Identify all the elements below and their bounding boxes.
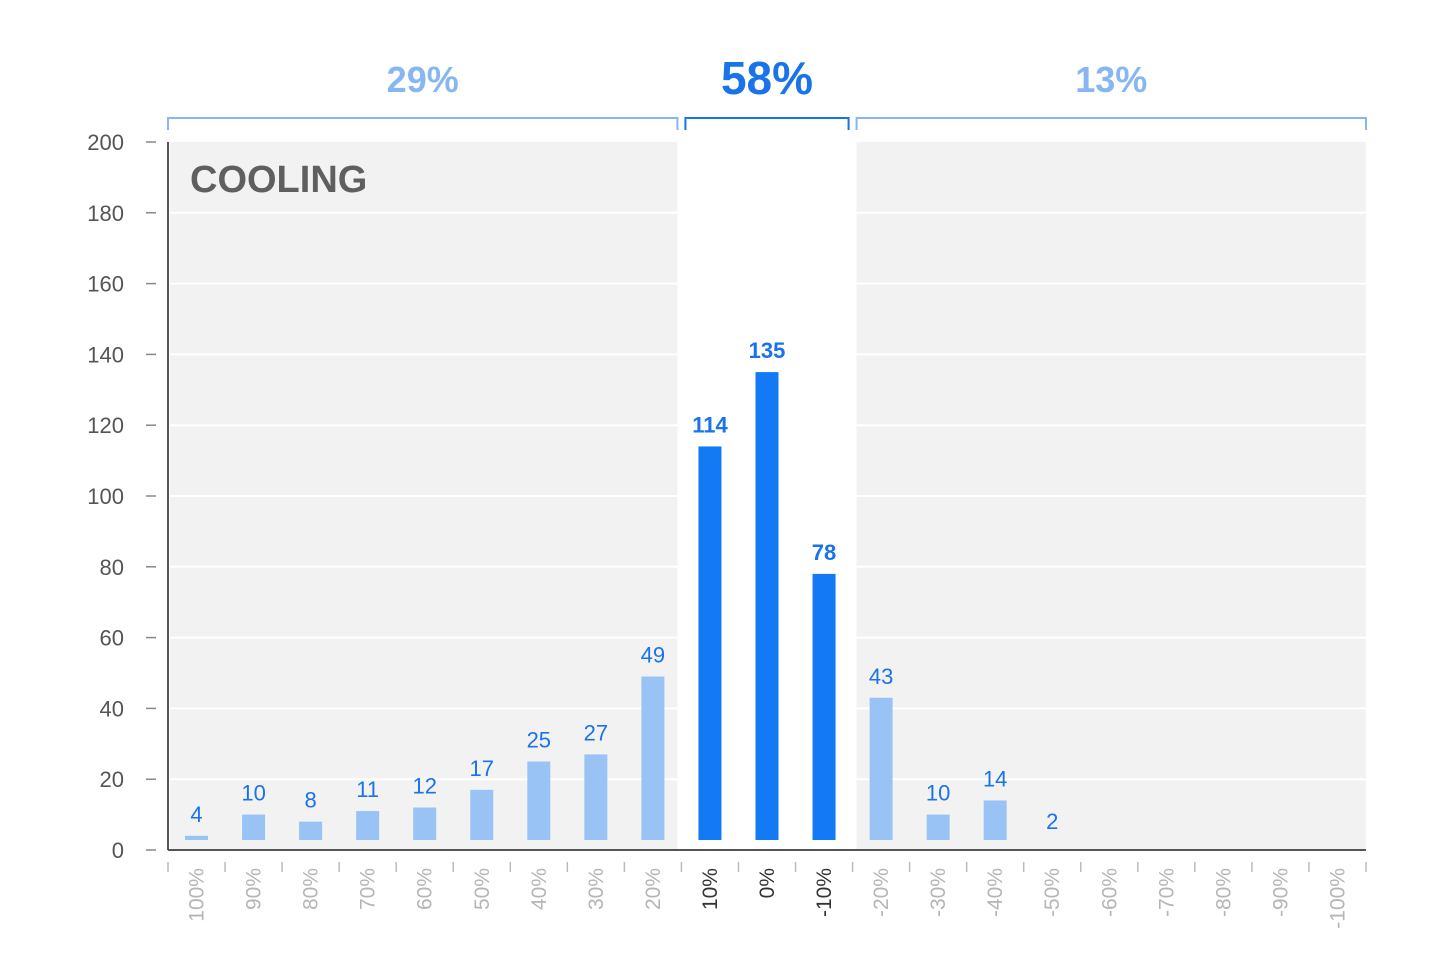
bar-value-label: 49 [641, 643, 665, 668]
x-tick-label: -30% [927, 868, 950, 917]
y-tick-label: 80 [100, 555, 124, 580]
x-tick-label: -60% [1098, 868, 1121, 917]
x-tick-label: -20% [870, 868, 893, 917]
bar [698, 446, 722, 840]
x-tick-label: 60% [414, 868, 437, 910]
group-bracket [855, 117, 1367, 130]
group-brackets [167, 117, 1367, 130]
x-tick-label: -40% [984, 868, 1007, 917]
y-tick-label: 20 [100, 767, 124, 792]
bar-value-label: 27 [584, 720, 608, 745]
bar-value-label: 8 [304, 788, 316, 813]
x-tick-label: 90% [243, 868, 266, 910]
x-tick-label: 20% [642, 868, 665, 910]
x-tick-label: -90% [1269, 868, 1292, 917]
bar-value-label: 11 [356, 777, 379, 802]
bar [185, 835, 209, 840]
bar-value-label: 2 [1046, 809, 1058, 834]
x-tick-label: -80% [1212, 868, 1235, 917]
group-share-label: 13% [1075, 59, 1147, 100]
group-share-label: 29% [387, 59, 459, 100]
group-bracket [167, 117, 679, 130]
y-tick-label: 140 [87, 342, 124, 367]
bar-value-label: 14 [983, 766, 1007, 791]
bar-value-label: 114 [692, 412, 728, 437]
bar [470, 789, 494, 840]
x-tick-label: 50% [471, 868, 494, 910]
bar [584, 754, 608, 840]
y-axis-ticks: 0 20 40 60 80 100 120 140 160 180 200 [87, 130, 156, 863]
y-tick-label: 200 [87, 130, 124, 155]
x-tick-label: 70% [357, 868, 380, 910]
x-tick-label: -70% [1155, 868, 1178, 917]
bar [299, 821, 323, 840]
y-tick-label: 180 [87, 201, 124, 226]
x-tick-label: -100% [1326, 868, 1349, 929]
y-tick-label: 100 [87, 484, 124, 509]
group-share-labels: 29% 58% 13% [387, 52, 1148, 104]
bar-value-label: 17 [470, 756, 494, 781]
bar [983, 800, 1007, 840]
gridlines [170, 211, 1366, 781]
y-tick-label: 0 [112, 838, 124, 863]
axes [167, 142, 1366, 851]
bar [527, 761, 551, 840]
x-tick-label: 100% [186, 868, 209, 922]
x-tick-label: 40% [528, 868, 551, 910]
bar [641, 676, 665, 840]
x-tick-label: -50% [1041, 868, 1064, 917]
bar-value-label: 43 [869, 664, 893, 689]
x-tick-label: 0% [756, 868, 779, 898]
x-tick-label: 10% [699, 868, 722, 910]
bar [812, 573, 836, 840]
bar [869, 697, 893, 840]
bar-value-label: 25 [527, 728, 551, 753]
bar-value-label: 4 [190, 802, 202, 827]
x-tick-label: -10% [813, 868, 836, 917]
bars [185, 372, 1007, 840]
x-axis-ticks: 100% 90% 80% 70% 60% 50% 40% 30% 20% 10% 0% -10% -20… [167, 862, 1367, 929]
group-bracket [684, 117, 850, 130]
bar [926, 814, 950, 840]
bar-value-label: 12 [412, 774, 436, 799]
bar-value-label: 10 [926, 781, 950, 806]
panel-label-cooling: COOLING [190, 159, 367, 201]
y-tick-label: 120 [87, 413, 124, 438]
bar-value-label: 10 [241, 781, 265, 806]
bar-value-label: 78 [812, 540, 836, 565]
bar-value-labels: 4 10 8 11 12 17 25 27 49 114 135 78 43 10 14 2 [190, 338, 1058, 834]
y-tick-label: 160 [87, 272, 124, 297]
x-tick-label: 30% [585, 868, 608, 910]
bar [356, 811, 380, 840]
y-tick-label: 40 [100, 696, 124, 721]
group-share-label: 58% [721, 52, 813, 104]
bar [413, 807, 437, 840]
bar [755, 372, 779, 840]
y-tick-label: 60 [100, 626, 124, 651]
bar [242, 814, 266, 840]
bar-value-label: 135 [749, 338, 786, 363]
x-tick-label: 80% [300, 868, 323, 910]
